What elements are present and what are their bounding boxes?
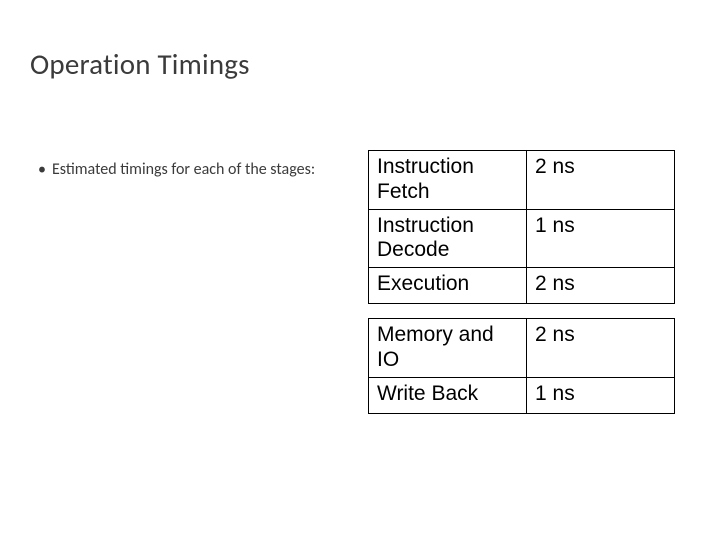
cell-timing: 2 ns <box>527 268 675 304</box>
slide-title: Operation Timings <box>30 46 250 82</box>
cell-timing: 2 ns <box>527 151 675 210</box>
cell-timing: 1 ns <box>527 209 675 268</box>
cell-timing: 1 ns <box>527 377 675 413</box>
cell-stage: Instruction Decode <box>369 209 527 268</box>
table-row: Instruction Decode 1 ns <box>369 209 675 268</box>
cell-stage: Instruction Fetch <box>369 151 527 210</box>
table-row: Memory and IO 2 ns <box>369 319 675 378</box>
cell-timing: 2 ns <box>527 319 675 378</box>
bullet-text: Estimated timings for each of the stages… <box>52 160 338 180</box>
timings-table-group2: Memory and IO 2 ns Write Back 1 ns <box>368 318 675 414</box>
bullet-marker-icon: • <box>38 160 46 180</box>
timings-tables: Instruction Fetch 2 ns Instruction Decod… <box>368 150 675 414</box>
timings-table-group1: Instruction Fetch 2 ns Instruction Decod… <box>368 150 675 304</box>
cell-stage: Execution <box>369 268 527 304</box>
cell-stage: Write Back <box>369 377 527 413</box>
table-row: Instruction Fetch 2 ns <box>369 151 675 210</box>
bullet-list: • Estimated timings for each of the stag… <box>38 160 338 180</box>
bullet-item: • Estimated timings for each of the stag… <box>38 160 338 180</box>
cell-stage: Memory and IO <box>369 319 527 378</box>
slide: Operation Timings • Estimated timings fo… <box>0 0 720 540</box>
table-row: Execution 2 ns <box>369 268 675 304</box>
table-row: Write Back 1 ns <box>369 377 675 413</box>
